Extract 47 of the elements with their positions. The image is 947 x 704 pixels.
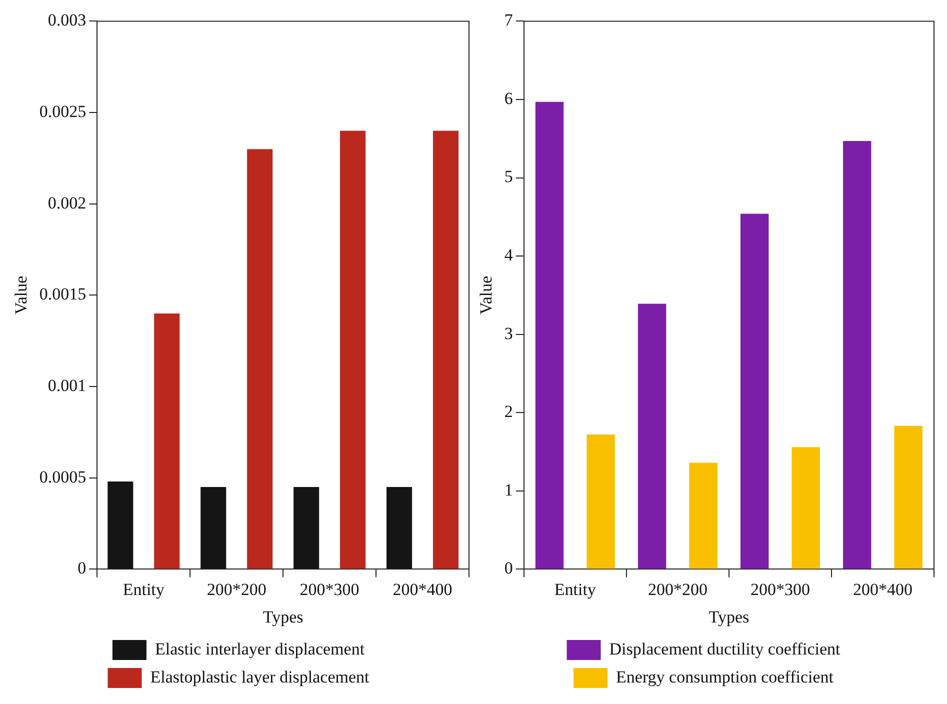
y-tick-label: 7 <box>504 10 514 30</box>
x-axis-title: Types <box>708 607 750 626</box>
y-tick-label: 4 <box>504 246 514 265</box>
bar <box>108 482 134 569</box>
y-axis-title: Value <box>476 276 496 315</box>
y-tick-label: 5 <box>504 167 513 186</box>
y-tick-label: 0.0025 <box>39 102 86 121</box>
y-tick-label: 6 <box>504 88 513 108</box>
x-tick-label: 200*400 <box>852 580 912 599</box>
bar <box>586 434 615 569</box>
legend-label: Elastic interlayer displacement <box>154 639 365 658</box>
legend-label: Energy consumption coefficient <box>616 667 834 686</box>
bar <box>740 214 769 569</box>
bar <box>535 102 564 569</box>
bar <box>792 447 820 569</box>
y-tick-label: 0.002 <box>48 193 86 212</box>
bar <box>294 487 320 569</box>
bar <box>894 426 922 569</box>
bar <box>340 130 366 569</box>
x-tick-label: Entity <box>122 580 165 599</box>
y-axis-title: Value <box>12 276 31 315</box>
x-tick-label: 200*300 <box>750 580 810 599</box>
bar <box>689 462 718 569</box>
y-tick-label: 2 <box>504 402 513 422</box>
y-tick-label: 0.001 <box>48 376 86 395</box>
x-tick-label: 200*300 <box>300 580 360 599</box>
y-tick-label: 0.0015 <box>39 284 86 304</box>
legend-label: Elastoplastic layer displacement <box>150 667 370 686</box>
bar <box>386 487 412 569</box>
x-tick-label: Entity <box>554 580 596 599</box>
y-tick-label: 3 <box>504 324 513 343</box>
y-tick-label: 0 <box>504 558 513 578</box>
y-tick-label: 0.0005 <box>39 467 86 486</box>
bar <box>154 313 180 569</box>
bar <box>638 304 666 569</box>
bar <box>843 140 872 569</box>
x-axis-title: Types <box>262 607 304 626</box>
bar <box>247 149 273 569</box>
y-tick-label: 0.003 <box>48 10 86 30</box>
y-tick-label: 1 <box>504 480 513 500</box>
x-tick-label: 200*400 <box>392 580 452 599</box>
y-tick-label: 0 <box>78 558 86 578</box>
bar <box>432 130 459 569</box>
legend-label: Displacement ductility coefficient <box>609 639 841 658</box>
bar <box>200 487 226 569</box>
x-tick-label: 200*200 <box>206 580 266 599</box>
x-tick-label: 200*200 <box>648 580 708 599</box>
